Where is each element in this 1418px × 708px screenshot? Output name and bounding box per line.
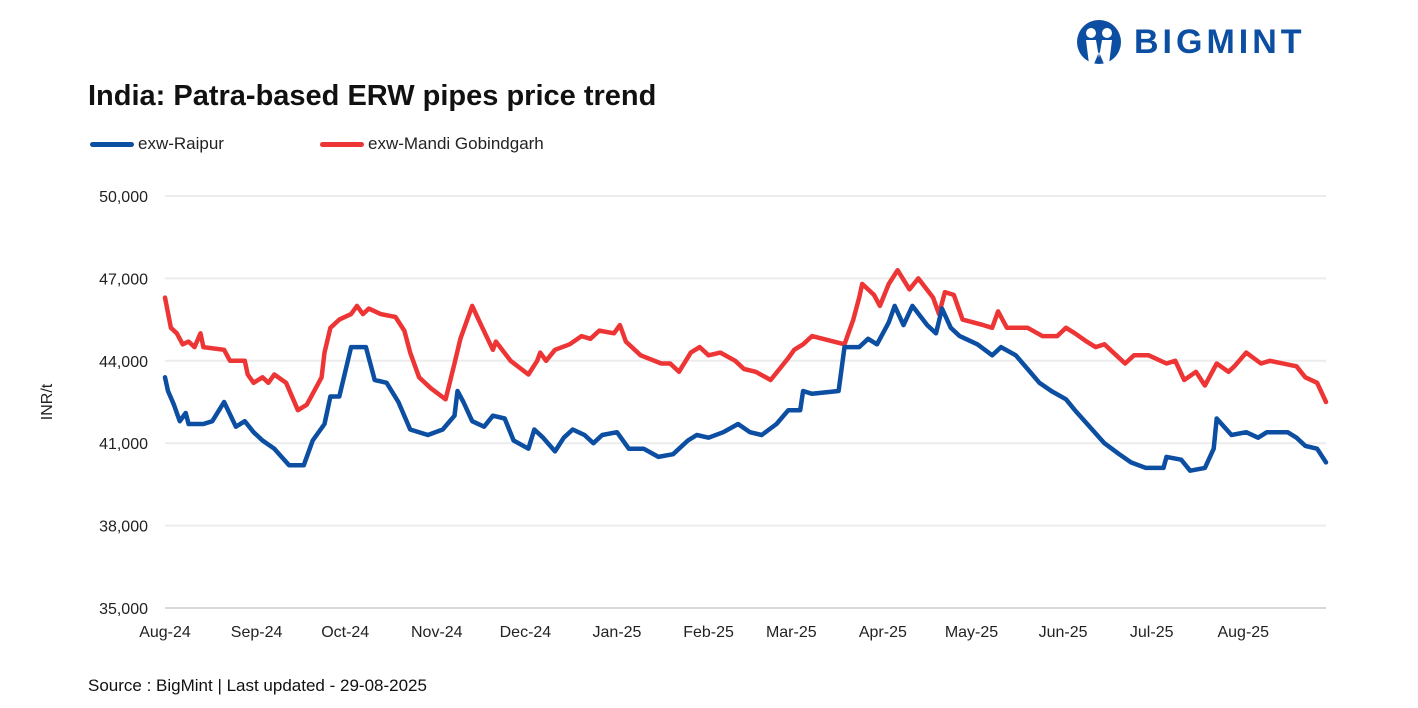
bigmint-logo: BIGMINT <box>1076 18 1306 66</box>
x-tick-label: Apr-25 <box>859 624 907 641</box>
x-tick-label: Jul-25 <box>1130 624 1174 641</box>
y-axis-label: INR/t <box>39 383 56 420</box>
x-tick-label: Jun-25 <box>1039 624 1088 641</box>
x-tick-label: Feb-25 <box>683 624 734 641</box>
x-tick-label: Aug-24 <box>139 624 191 641</box>
series-line-exw-raipur <box>162 303 1329 473</box>
legend-label: exw-Raipur <box>138 134 224 153</box>
x-tick-label: Nov-24 <box>411 624 463 641</box>
x-tick-label: Mar-25 <box>766 624 817 641</box>
series-line-exw-mandi-gobindgarh <box>162 267 1329 413</box>
x-tick-label: Sep-24 <box>231 624 283 641</box>
y-tick-label: 44,000 <box>99 354 148 371</box>
legend-item-raipur: exw-Raipur <box>90 134 320 154</box>
brand-name: BIGMINT <box>1134 22 1306 61</box>
legend-swatch <box>90 141 134 147</box>
x-tick-label: Jan-25 <box>593 624 642 641</box>
legend-item-mandi-gobindgarh: exw-Mandi Gobindgarh <box>320 134 544 154</box>
x-tick-label: Aug-25 <box>1217 624 1269 641</box>
logo-people-icon <box>1077 20 1121 64</box>
x-tick-label: Dec-24 <box>500 624 552 641</box>
y-tick-label: 38,000 <box>99 519 148 536</box>
legend-label: exw-Mandi Gobindgarh <box>368 134 544 153</box>
x-tick-label: Oct-24 <box>321 624 369 641</box>
y-tick-label: 50,000 <box>99 189 148 206</box>
legend-swatch <box>320 141 364 147</box>
legend: exw-Raipur exw-Mandi Gobindgarh <box>90 134 544 154</box>
y-tick-label: 41,000 <box>99 436 148 453</box>
y-tick-label: 35,000 <box>99 601 148 618</box>
x-tick-label: May-25 <box>945 624 998 641</box>
source-note: Source : BigMint | Last updated - 29-08-… <box>88 676 427 695</box>
chart-title: India: Patra-based ERW pipes price trend <box>88 80 657 112</box>
y-tick-label: 47,000 <box>99 271 148 288</box>
